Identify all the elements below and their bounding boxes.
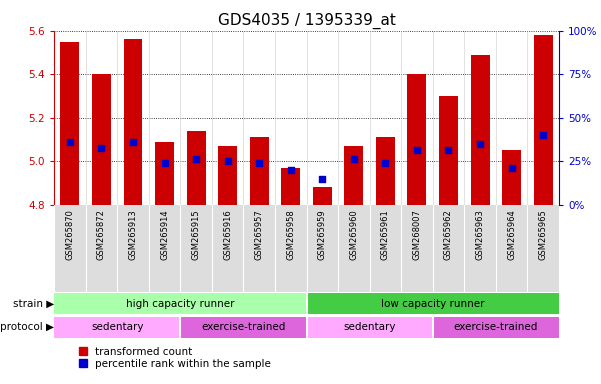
Text: GSM265965: GSM265965	[538, 209, 548, 260]
Bar	[186, 131, 206, 205]
Point	[160, 161, 169, 167]
Bar	[407, 74, 427, 205]
Text: GSM265960: GSM265960	[349, 209, 358, 260]
Bar	[54, 293, 307, 314]
Text: strain ▶: strain ▶	[13, 299, 54, 309]
Text: low capacity runner: low capacity runner	[381, 299, 484, 309]
Text: protocol ▶: protocol ▶	[0, 322, 54, 332]
Point	[254, 161, 264, 167]
Text: GSM265872: GSM265872	[97, 209, 106, 260]
Text: GSM265915: GSM265915	[192, 209, 201, 260]
Text: GSM265958: GSM265958	[286, 209, 295, 260]
Text: GSM265914: GSM265914	[160, 209, 169, 260]
Point	[507, 165, 516, 171]
Text: sedentary: sedentary	[343, 322, 396, 332]
Point	[286, 167, 296, 173]
Text: GSM265964: GSM265964	[507, 209, 516, 260]
Point	[538, 132, 548, 138]
Point	[65, 139, 75, 145]
Text: GSM265961: GSM265961	[381, 209, 390, 260]
Bar	[281, 168, 300, 205]
Point	[475, 141, 485, 147]
Bar	[218, 146, 237, 205]
Bar	[307, 293, 559, 314]
Title: GDS4035 / 1395339_at: GDS4035 / 1395339_at	[218, 13, 395, 29]
Point	[128, 139, 138, 145]
Text: exercise-trained: exercise-trained	[201, 322, 285, 332]
Text: GSM265963: GSM265963	[475, 209, 484, 260]
Bar	[376, 137, 395, 205]
Bar	[307, 316, 433, 338]
Bar	[180, 316, 307, 338]
Text: GSM265957: GSM265957	[255, 209, 264, 260]
Point	[191, 156, 201, 162]
Text: high capacity runner: high capacity runner	[126, 299, 234, 309]
Bar	[54, 316, 180, 338]
Bar	[433, 316, 559, 338]
Text: GSM265916: GSM265916	[223, 209, 232, 260]
Point	[380, 161, 390, 167]
Point	[349, 156, 359, 162]
Bar	[534, 35, 553, 205]
Text: sedentary: sedentary	[91, 322, 144, 332]
Bar	[124, 40, 142, 205]
Point	[317, 175, 327, 182]
Point	[412, 147, 422, 154]
Text: GSM265870: GSM265870	[66, 209, 75, 260]
Text: GSM268007: GSM268007	[412, 209, 421, 260]
Text: GSM265913: GSM265913	[129, 209, 138, 260]
Text: GSM265959: GSM265959	[318, 209, 327, 260]
Point	[444, 147, 453, 154]
Bar	[313, 187, 332, 205]
Text: GSM265962: GSM265962	[444, 209, 453, 260]
Bar	[471, 55, 489, 205]
Bar	[250, 137, 269, 205]
Bar	[344, 146, 363, 205]
Bar	[439, 96, 458, 205]
Bar	[155, 142, 174, 205]
Bar	[60, 41, 79, 205]
Bar	[92, 74, 111, 205]
Point	[223, 158, 233, 164]
Point	[97, 145, 106, 151]
Legend: transformed count, percentile rank within the sample: transformed count, percentile rank withi…	[75, 343, 275, 373]
Text: exercise-trained: exercise-trained	[454, 322, 538, 332]
Bar	[502, 151, 521, 205]
